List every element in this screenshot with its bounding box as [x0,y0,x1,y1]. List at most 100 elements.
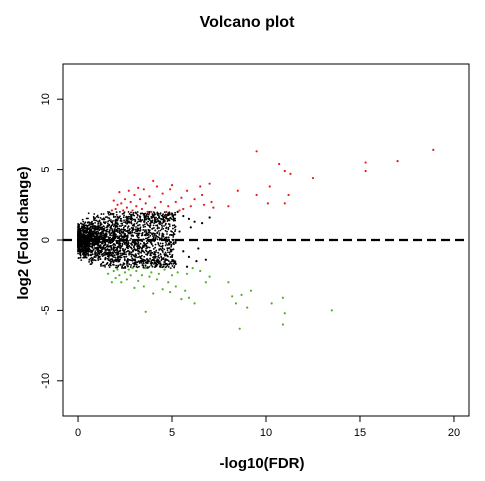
point-ns-cloud [160,218,163,220]
point-ns-cloud [169,248,172,251]
point-ns-cloud [168,211,171,214]
point-ns-cloud [90,259,93,262]
point-ns-cloud [147,233,150,236]
point-ns-cloud [130,246,133,249]
point-ns-cloud [142,262,145,265]
point-ns-cloud [140,257,143,260]
point-ns-cloud [111,228,113,230]
point-ns-cloud [112,263,115,266]
point-down [191,267,194,270]
point-down [133,286,136,289]
point-ns-cloud [107,220,110,223]
point-ns-cloud [125,253,127,256]
point-ns-cloud [85,256,88,259]
point-ns-cloud [153,214,156,217]
point-ns-cloud [162,216,165,218]
point-ns-cloud [148,231,150,234]
point-ns-cloud [139,218,142,221]
point-down [281,296,285,299]
point-down [204,281,207,284]
point-ns-cloud [171,234,173,236]
point-ns-cloud [142,250,145,253]
point-ns-cloud [116,222,119,225]
point-ns-cloud [93,213,96,215]
point-ns-cloud [91,226,94,229]
point-ns-cloud [172,242,175,244]
point-ns-cloud [114,215,117,218]
point-ns-cloud [135,230,137,233]
point-ns-cloud [110,241,113,244]
point-ns-cloud [114,222,117,225]
point-ns-cloud [89,233,92,236]
point-ns-cloud [158,216,160,219]
point-ns-cloud [78,253,81,255]
point-down [120,281,123,284]
point-ns-cloud [114,259,117,262]
point-ns-cloud [169,256,172,258]
point-down [234,302,238,305]
point-ns-cloud [95,237,98,240]
point-ns-cloud [87,247,90,250]
point-ns-cloud [81,235,83,238]
point-up [150,210,153,213]
point-ns-cloud [110,248,113,251]
point-ns-cloud [97,249,100,252]
point-ns-cloud [155,249,158,252]
point-ns-cloud [153,234,156,237]
point-ns-cloud [146,242,149,244]
point-ns-cloud [128,232,131,235]
point-ns-cloud [160,248,163,251]
point-down [140,274,144,277]
point-ns-cloud [94,241,97,243]
point-ns-cloud [157,220,160,223]
point-ns-cloud [139,216,141,219]
point-ns-cloud [124,225,127,227]
point-ns-cloud [88,250,90,253]
point-ns-cloud [159,212,162,215]
point-ns-cloud [90,263,93,266]
point-up [364,161,367,164]
point-ns-cloud [99,258,102,260]
point-ns-cloud [97,228,100,231]
point-ns-cloud [138,224,141,226]
point-ns-cloud [140,262,143,264]
point-ns [193,220,196,223]
point-down [107,272,110,275]
point-up [116,203,119,206]
point-ns-cloud [93,235,96,238]
point-ns-cloud [151,219,154,222]
point-ns-cloud [122,216,125,219]
point-ns-cloud [151,265,154,268]
point-ns-cloud [163,219,166,221]
point-up [268,185,271,188]
point-ns-cloud [164,263,167,266]
point-ns-cloud [123,229,126,232]
point-ns-cloud [137,253,140,255]
point-ns-cloud [110,253,113,256]
point-ns-cloud [120,225,122,227]
point-up [133,193,136,197]
point-ns-cloud [77,236,80,239]
point-ns-cloud [147,215,150,218]
point-ns-cloud [146,223,149,226]
axes-layer: 0 5 10 15 20 -10 -5 0 5 10 [40,93,469,439]
point-ns-cloud [161,251,164,253]
point-ns-cloud [164,223,167,226]
point-ns-cloud [116,235,119,238]
points-layer [77,148,435,330]
point-ns-cloud [115,214,118,216]
point-ns-cloud [148,250,150,253]
point-ns-cloud [158,237,161,240]
point-ns-cloud [82,226,85,229]
point-down [180,298,183,301]
point-up [154,206,157,209]
point-up [202,203,206,206]
point-ns-cloud [90,223,93,226]
point-ns-cloud [167,227,170,230]
point-ns-cloud [152,235,154,238]
point-ns-cloud [173,224,176,227]
point-ns-cloud [164,244,167,247]
point-ns [185,265,189,268]
point-ns-cloud [99,245,102,248]
point-ns-cloud [82,236,85,239]
